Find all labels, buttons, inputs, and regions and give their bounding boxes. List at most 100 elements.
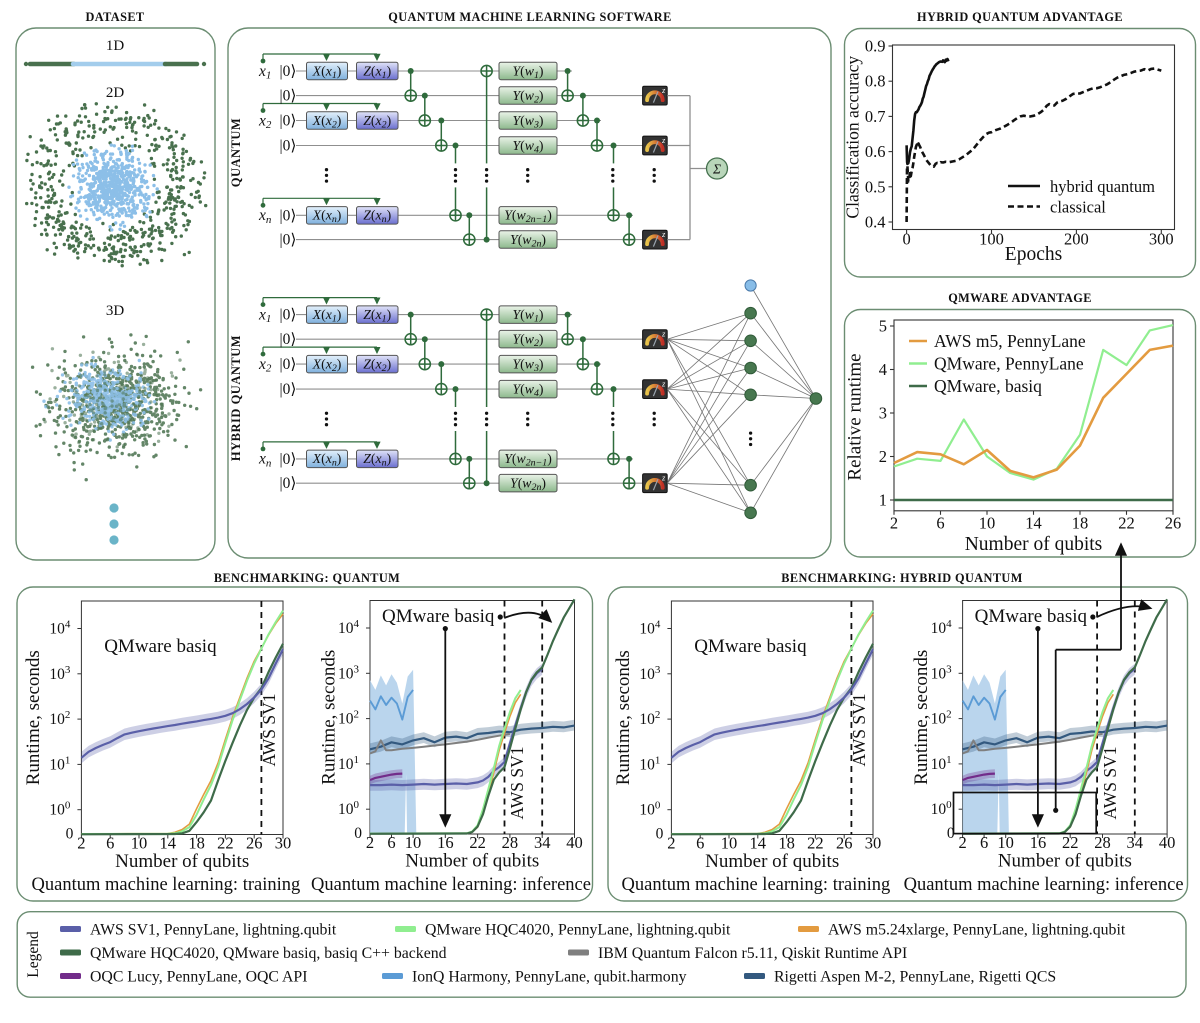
svg-text:40: 40 <box>1159 833 1176 852</box>
svg-text:BENCHMARKING: HYBRID QUANTUM: BENCHMARKING: HYBRID QUANTUM <box>781 571 1022 585</box>
svg-text:|0⟩: |0⟩ <box>280 331 297 348</box>
svg-text:|0⟩: |0⟩ <box>280 113 297 130</box>
svg-text:2: 2 <box>77 834 85 853</box>
svg-text:AWS SV1: AWS SV1 <box>1100 747 1120 820</box>
svg-text:QMWARE ADVANTAGE: QMWARE ADVANTAGE <box>948 291 1092 305</box>
svg-text:Relative runtime: Relative runtime <box>845 353 866 480</box>
svg-text:QMware basiq: QMware basiq <box>975 606 1088 627</box>
svg-text:16: 16 <box>1030 833 1047 852</box>
svg-text:QMware basiq: QMware basiq <box>382 606 495 627</box>
svg-text:Y(w2n): Y(w2n) <box>510 476 546 494</box>
svg-text:z: z <box>661 380 666 389</box>
svg-text:3: 3 <box>879 404 887 423</box>
svg-text:0.6: 0.6 <box>865 142 886 161</box>
svg-text:QUANTUM: QUANTUM <box>229 118 243 187</box>
svg-text:22: 22 <box>807 834 824 853</box>
svg-text:0: 0 <box>947 825 955 842</box>
svg-text:1: 1 <box>879 491 887 510</box>
svg-text:Y(w4): Y(w4) <box>512 138 543 156</box>
svg-text:18: 18 <box>188 834 205 853</box>
svg-text:Σ: Σ <box>712 161 721 176</box>
svg-text:26: 26 <box>1165 514 1182 533</box>
svg-text:HYBRID QUANTUM: HYBRID QUANTUM <box>229 335 243 461</box>
svg-text:Y(w1): Y(w1) <box>512 63 543 81</box>
svg-text:Legend: Legend <box>25 931 42 978</box>
svg-text:z: z <box>661 330 666 339</box>
svg-text:34: 34 <box>1127 833 1144 852</box>
svg-text:0.7: 0.7 <box>865 107 886 126</box>
svg-text:z: z <box>661 136 666 145</box>
svg-text:Runtime, seconds: Runtime, seconds <box>911 650 932 785</box>
svg-text:|0⟩: |0⟩ <box>280 451 297 468</box>
svg-text:AWS m5.24xlarge, PennyLane, li: AWS m5.24xlarge, PennyLane, lightning.qu… <box>828 922 1126 939</box>
svg-text:|0⟩: |0⟩ <box>280 138 297 155</box>
svg-text:18: 18 <box>778 834 795 853</box>
svg-text:0: 0 <box>902 230 910 249</box>
svg-text:X(xn): X(xn) <box>312 208 342 226</box>
svg-text:AWS SV1: AWS SV1 <box>259 694 279 767</box>
svg-text:QMware HQC4020, PennyLane, lig: QMware HQC4020, PennyLane, lightning.qub… <box>425 922 731 939</box>
svg-text:0: 0 <box>656 826 664 843</box>
svg-text:Y(w3): Y(w3) <box>512 113 543 131</box>
svg-text:Z(xn): Z(xn) <box>363 208 391 226</box>
svg-text:10: 10 <box>721 834 738 853</box>
svg-text:28: 28 <box>1094 833 1111 852</box>
svg-text:Z(x1): Z(x1) <box>363 307 391 325</box>
svg-text:QMware, basiq: QMware, basiq <box>934 376 1042 396</box>
svg-text:14: 14 <box>1025 514 1042 533</box>
svg-text:Epochs: Epochs <box>1005 244 1062 265</box>
svg-text:Quantum machine learning: trai: Quantum machine learning: training <box>32 875 301 895</box>
svg-text:Quantum machine learning: infe: Quantum machine learning: inference <box>904 875 1184 895</box>
svg-text:|0⟩: |0⟩ <box>280 307 297 324</box>
svg-text:40: 40 <box>566 833 583 852</box>
svg-text:Number of qubits: Number of qubits <box>998 851 1132 872</box>
svg-text:z: z <box>661 86 666 95</box>
svg-text:2: 2 <box>366 833 374 852</box>
svg-text:AWS SV1: AWS SV1 <box>849 694 869 767</box>
svg-text:2: 2 <box>879 447 887 466</box>
svg-text:DATASET: DATASET <box>85 10 144 24</box>
svg-text:28: 28 <box>502 833 519 852</box>
svg-text:QMware, PennyLane: QMware, PennyLane <box>934 354 1084 374</box>
svg-text:26: 26 <box>246 834 263 853</box>
svg-text:IBM Quantum Falcon r5.11, Qisk: IBM Quantum Falcon r5.11, Qiskit Runtime… <box>598 945 907 962</box>
svg-text:Z(x2): Z(x2) <box>363 113 391 131</box>
svg-text:2: 2 <box>958 833 966 852</box>
svg-text:Z(x2): Z(x2) <box>363 356 391 374</box>
svg-text:|0⟩: |0⟩ <box>280 381 297 398</box>
svg-text:X(x1): X(x1) <box>312 307 342 325</box>
svg-text:30: 30 <box>275 834 292 853</box>
svg-text:6: 6 <box>696 834 704 853</box>
svg-text:6: 6 <box>387 833 395 852</box>
svg-text:|0⟩: |0⟩ <box>280 207 297 224</box>
svg-text:2: 2 <box>667 834 675 853</box>
svg-text:IonQ Harmony, PennyLane, qubit: IonQ Harmony, PennyLane, qubit.harmony <box>412 969 687 986</box>
svg-text:z: z <box>661 474 666 483</box>
svg-text:BENCHMARKING: QUANTUM: BENCHMARKING: QUANTUM <box>214 571 400 585</box>
svg-text:26: 26 <box>836 834 853 853</box>
svg-text:14: 14 <box>160 834 177 853</box>
svg-text:Y(w1): Y(w1) <box>512 307 543 325</box>
svg-text:300: 300 <box>1149 230 1174 249</box>
svg-text:Number of qubits: Number of qubits <box>965 534 1103 555</box>
svg-text:Quantum machine learning: infe: Quantum machine learning: inference <box>311 875 591 895</box>
svg-text:30: 30 <box>865 834 882 853</box>
svg-text:0.8: 0.8 <box>865 72 886 91</box>
svg-text:X(x1): X(x1) <box>312 63 342 81</box>
svg-text:0.5: 0.5 <box>865 177 886 196</box>
svg-text:hybrid quantum: hybrid quantum <box>1050 177 1155 196</box>
svg-text:AWS m5, PennyLane: AWS m5, PennyLane <box>934 331 1086 351</box>
svg-text:Z(xn): Z(xn) <box>363 451 391 469</box>
svg-text:QMware HQC4020, QMware basiq,: QMware HQC4020, QMware basiq, basiq C++ … <box>90 945 447 962</box>
svg-text:200: 200 <box>1064 230 1089 249</box>
svg-text:Number of qubits: Number of qubits <box>115 851 249 872</box>
svg-text:3D: 3D <box>106 303 125 319</box>
svg-text:2: 2 <box>890 514 898 533</box>
svg-text:QMware basiq: QMware basiq <box>104 636 217 657</box>
svg-text:classical: classical <box>1050 198 1106 217</box>
svg-text:X(x2): X(x2) <box>312 356 342 374</box>
svg-text:10: 10 <box>405 833 422 852</box>
svg-text:14: 14 <box>750 834 767 853</box>
svg-text:Y(w3): Y(w3) <box>512 356 543 374</box>
svg-text:Runtime, seconds: Runtime, seconds <box>23 650 44 785</box>
